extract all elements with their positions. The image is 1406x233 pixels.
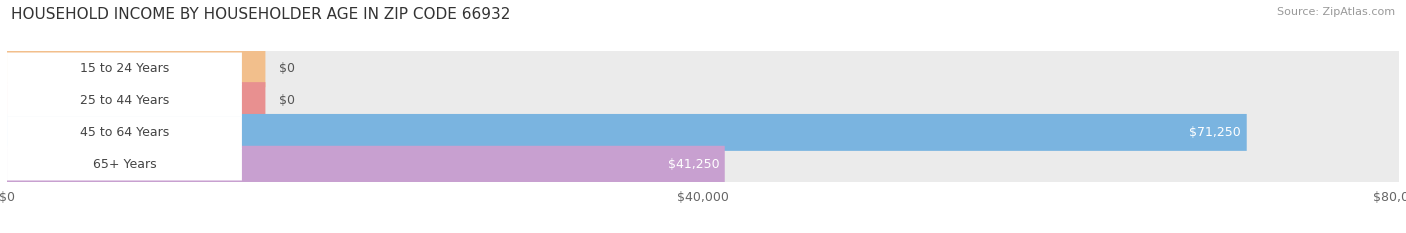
FancyBboxPatch shape xyxy=(7,82,266,119)
Text: Source: ZipAtlas.com: Source: ZipAtlas.com xyxy=(1277,7,1395,17)
FancyBboxPatch shape xyxy=(7,52,242,85)
FancyBboxPatch shape xyxy=(7,148,242,181)
FancyBboxPatch shape xyxy=(7,116,242,149)
Text: 25 to 44 Years: 25 to 44 Years xyxy=(80,94,169,107)
FancyBboxPatch shape xyxy=(7,146,724,183)
Text: $0: $0 xyxy=(280,94,295,107)
Text: 65+ Years: 65+ Years xyxy=(93,158,156,171)
FancyBboxPatch shape xyxy=(7,50,1399,87)
Text: 15 to 24 Years: 15 to 24 Years xyxy=(80,62,169,75)
FancyBboxPatch shape xyxy=(7,114,1399,151)
Text: 45 to 64 Years: 45 to 64 Years xyxy=(80,126,169,139)
FancyBboxPatch shape xyxy=(7,82,1399,119)
FancyBboxPatch shape xyxy=(7,84,242,117)
Text: $0: $0 xyxy=(280,62,295,75)
FancyBboxPatch shape xyxy=(7,146,1399,183)
FancyBboxPatch shape xyxy=(7,114,1247,151)
Text: $41,250: $41,250 xyxy=(668,158,720,171)
Text: HOUSEHOLD INCOME BY HOUSEHOLDER AGE IN ZIP CODE 66932: HOUSEHOLD INCOME BY HOUSEHOLDER AGE IN Z… xyxy=(11,7,510,22)
Text: $71,250: $71,250 xyxy=(1189,126,1241,139)
FancyBboxPatch shape xyxy=(7,50,266,87)
